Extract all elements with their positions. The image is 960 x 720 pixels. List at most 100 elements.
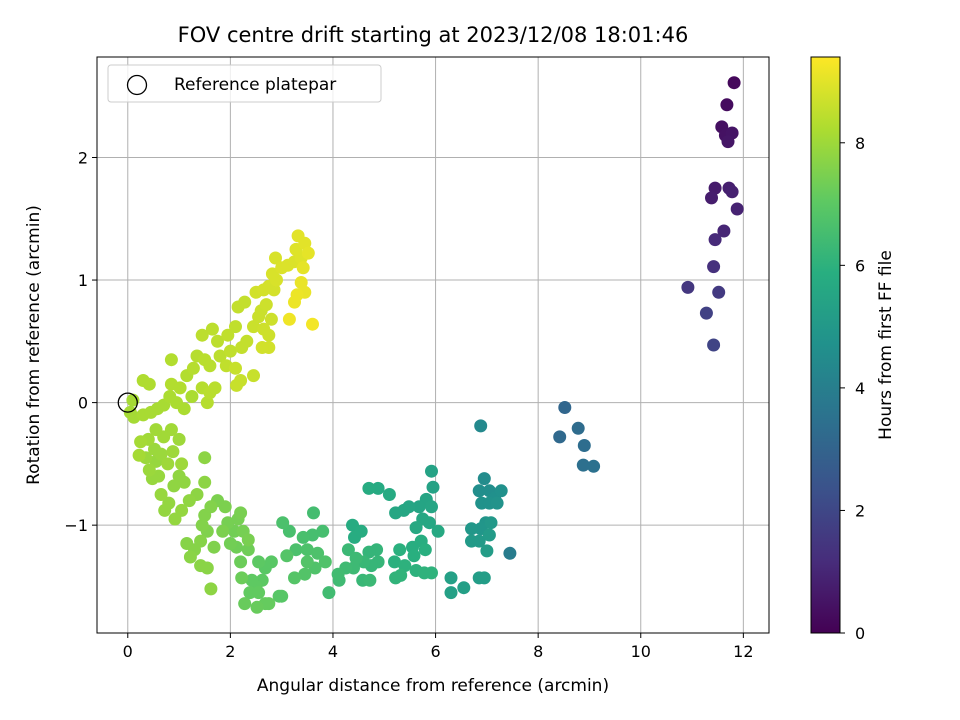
data-point [331, 567, 345, 581]
data-point [205, 322, 219, 336]
data-point [490, 496, 504, 510]
data-point [409, 521, 423, 535]
data-point [296, 261, 310, 275]
data-point [425, 566, 438, 580]
data-point [418, 543, 432, 557]
data-point [426, 480, 440, 494]
data-point [474, 419, 488, 433]
data-point [245, 573, 259, 587]
data-point [444, 571, 458, 585]
data-point [494, 484, 508, 498]
data-point [558, 401, 572, 414]
data-point [311, 546, 325, 560]
data-point [229, 361, 242, 375]
data-point [126, 393, 140, 407]
data-point [161, 457, 175, 471]
data-point [241, 543, 255, 557]
data-point [422, 516, 436, 530]
data-point [444, 586, 458, 600]
data-point [182, 494, 196, 508]
data-point [259, 298, 273, 312]
data-point [306, 317, 319, 331]
data-point [296, 530, 310, 544]
data-point [172, 469, 186, 483]
data-point [307, 506, 320, 520]
data-point [238, 295, 252, 309]
data-point [168, 512, 182, 526]
data-point [198, 475, 212, 489]
data-point [472, 534, 486, 548]
data-point [316, 524, 330, 538]
data-point [707, 260, 721, 274]
data-point [482, 528, 496, 542]
data-point [712, 285, 726, 299]
y-axis: −1 0 1 2 [64, 148, 97, 535]
data-point [134, 435, 148, 449]
data-point [349, 551, 363, 565]
data-point [208, 381, 222, 395]
x-tick-label: 6 [430, 642, 440, 661]
data-point [300, 543, 314, 557]
data-point [250, 600, 264, 614]
legend-box [107, 64, 382, 103]
data-point [393, 543, 407, 557]
data-point [720, 98, 734, 112]
data-point [269, 251, 282, 265]
data-point [264, 312, 278, 326]
data-point [167, 479, 181, 493]
data-point [241, 533, 255, 547]
data-point [503, 546, 517, 560]
data-point [142, 463, 156, 477]
data-point [255, 341, 269, 354]
data-point [211, 334, 224, 348]
x-axis-label: Angular distance from reference (arcmin) [257, 676, 609, 696]
data-point [229, 320, 242, 334]
data-point [252, 586, 266, 600]
colorbar-tick-label: 8 [855, 134, 865, 153]
colorbar-tick-label: 2 [855, 501, 865, 520]
data-point [185, 390, 199, 403]
data-point [173, 381, 187, 395]
data-point [294, 276, 308, 289]
data-point [382, 488, 396, 501]
data-point [223, 344, 237, 358]
data-point [216, 524, 230, 538]
reference-marker-layer [117, 392, 138, 413]
data-point [363, 573, 377, 587]
data-point [721, 135, 735, 149]
data-point [247, 369, 260, 383]
data-point [177, 402, 191, 416]
colorbar-tick-label: 6 [855, 256, 865, 275]
data-point [200, 396, 214, 410]
y-tick-label: 2 [78, 148, 88, 167]
colorbar-tick-label: 0 [855, 624, 865, 643]
data-point [235, 571, 249, 585]
data-point [203, 359, 217, 373]
data-point [183, 550, 197, 564]
data-point [200, 561, 214, 575]
data-point [318, 555, 332, 569]
data-point [149, 423, 163, 437]
data-point [195, 328, 209, 342]
data-point [240, 334, 254, 348]
data-point [730, 202, 744, 216]
plot-frame [96, 56, 770, 634]
x-axis: 0 2 4 6 8 10 12 [123, 633, 754, 661]
data-point [465, 522, 478, 536]
data-point [288, 571, 301, 585]
data-point [265, 267, 279, 281]
data-point [166, 445, 180, 459]
data-point [198, 451, 212, 465]
data-point [457, 581, 471, 595]
data-point [708, 233, 722, 247]
data-point [207, 540, 221, 554]
data-point [725, 185, 739, 199]
data-point [394, 568, 408, 582]
data-point [477, 472, 491, 486]
data-point [298, 567, 312, 581]
x-tick-label: 0 [123, 642, 133, 661]
data-point [699, 306, 713, 320]
data-point [707, 338, 721, 352]
y-axis-label: Rotation from reference (arcmin) [24, 205, 44, 485]
